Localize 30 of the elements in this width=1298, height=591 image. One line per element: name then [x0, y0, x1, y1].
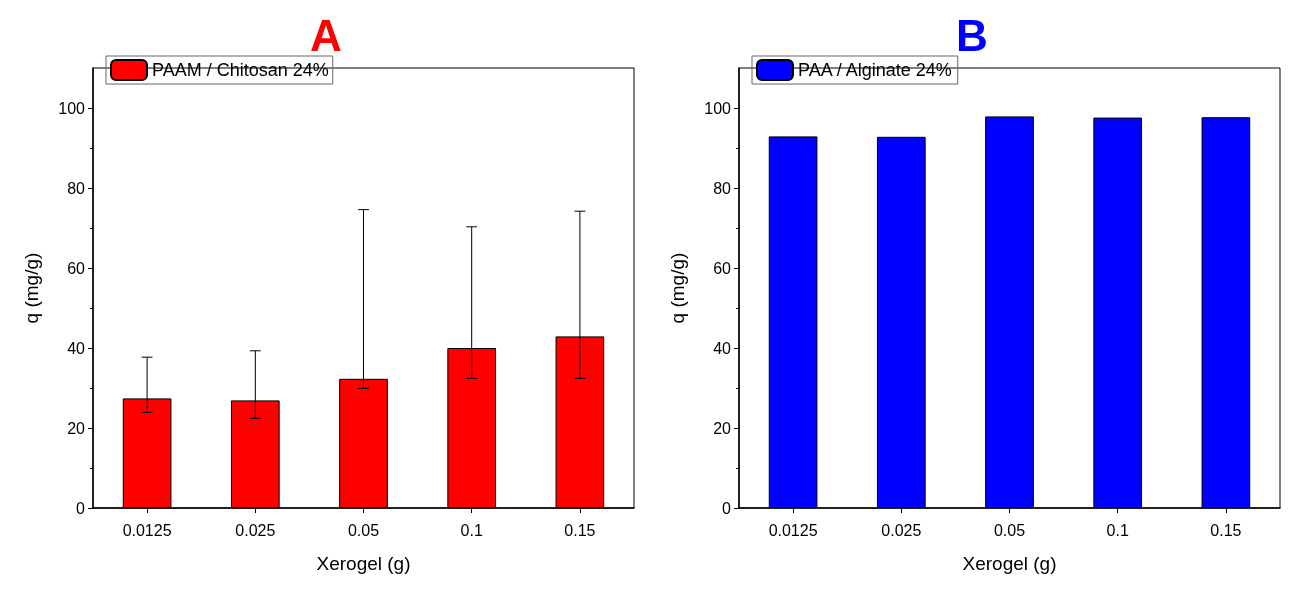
y-tick-label: 100 — [704, 99, 732, 117]
y-tick-label: 40 — [67, 339, 86, 357]
y-tick-label: 80 — [67, 179, 86, 197]
x-tick-label: 0.025 — [235, 521, 276, 539]
x-tick-label: 0.05 — [347, 521, 380, 539]
y-tick-label: 60 — [713, 259, 732, 277]
x-tick-label: 0.15 — [1210, 521, 1242, 539]
x-axis-title: Xerogel (g) — [962, 553, 1057, 574]
y-tick-label: 0 — [76, 499, 86, 517]
y-axis-title: q (mg/g) — [21, 252, 42, 324]
legend-label: PAA / Alginate 24% — [798, 60, 952, 80]
x-tick-label: 0.0125 — [768, 521, 818, 539]
y-tick-label: 0 — [722, 499, 732, 517]
x-tick-label: 0.1 — [460, 521, 483, 539]
chart-title: B — [956, 10, 988, 60]
x-tick-label: 0.05 — [993, 521, 1026, 539]
y-tick-label: 60 — [67, 259, 86, 277]
x-axis-title: Xerogel (g) — [316, 553, 411, 574]
y-tick-label: 40 — [713, 339, 732, 357]
y-tick-label: 100 — [58, 99, 86, 117]
y-tick-label: 20 — [713, 419, 732, 437]
y-axis-title: q (mg/g) — [667, 252, 688, 324]
y-tick-label: 20 — [67, 419, 86, 437]
x-tick-label: 0.15 — [564, 521, 596, 539]
x-tick-label: 0.0125 — [122, 521, 172, 539]
x-tick-label: 0.1 — [1106, 521, 1129, 539]
x-tick-label: 0.025 — [881, 521, 922, 539]
y-tick-label: 80 — [713, 179, 732, 197]
chart-title: A — [310, 10, 342, 60]
legend-label: PAAM / Chitosan 24% — [152, 60, 329, 80]
